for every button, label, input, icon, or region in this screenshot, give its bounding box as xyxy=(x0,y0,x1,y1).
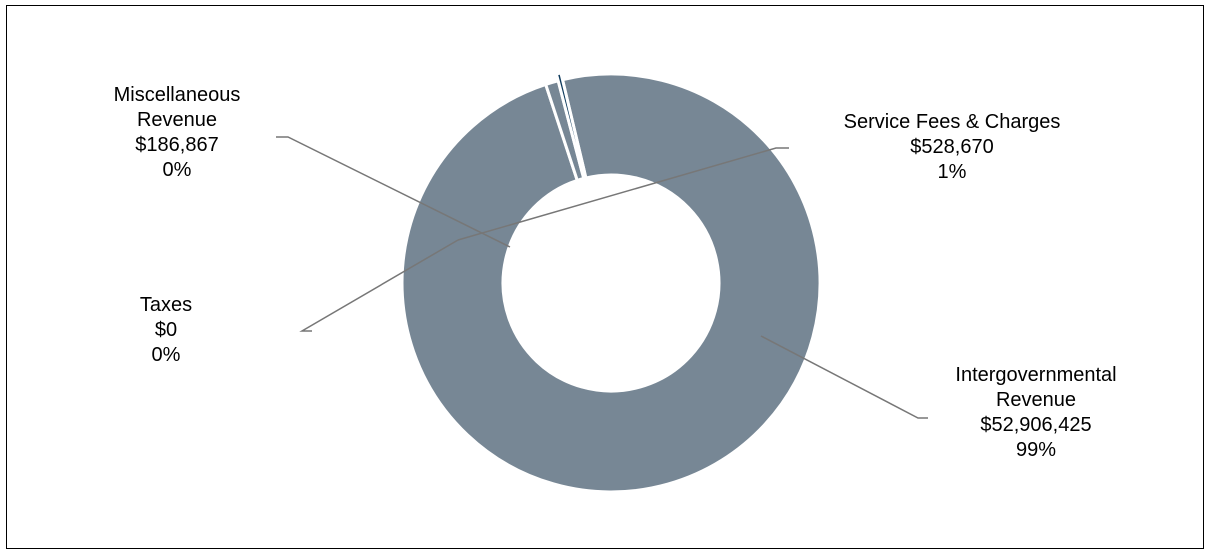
leader-line-taxes xyxy=(299,239,459,332)
label-taxes: Taxes $0 0% xyxy=(16,293,316,368)
leader-line-miscellaneous-revenue xyxy=(276,136,511,248)
leader-line-service-fees-and-charges xyxy=(457,147,789,241)
label-miscellaneous-revenue: Miscellaneous Revenue $186,867 0% xyxy=(27,83,327,183)
label-percent: 1% xyxy=(937,161,967,183)
label-value: $186,867 xyxy=(135,134,219,156)
slice-service-fees-and-charges xyxy=(543,78,586,183)
slice-intergovernmental-revenue xyxy=(400,72,822,494)
label-percent: 0% xyxy=(162,159,192,181)
label-value: $0 xyxy=(154,319,178,341)
label-value: $52,906,425 xyxy=(980,414,1092,436)
label-value: $528,670 xyxy=(910,136,994,158)
label-name: Revenue xyxy=(995,389,1077,411)
label-percent: 99% xyxy=(1015,439,1057,461)
label-name: Service Fees & Charges xyxy=(843,111,1061,133)
slice-miscellaneous-revenue xyxy=(554,71,587,174)
label-name: Revenue xyxy=(136,109,218,131)
leader-line-intergovernmental-revenue xyxy=(760,335,928,419)
label-name: Miscellaneous xyxy=(113,84,241,106)
label-service-fees-and-charges: Service Fees & Charges $528,670 1% xyxy=(802,110,1102,185)
label-name: Intergovernmental xyxy=(955,364,1117,386)
label-intergovernmental-revenue: Intergovernmental Revenue $52,906,425 99% xyxy=(886,363,1186,463)
label-percent: 0% xyxy=(151,344,181,366)
label-name: Taxes xyxy=(139,294,193,316)
